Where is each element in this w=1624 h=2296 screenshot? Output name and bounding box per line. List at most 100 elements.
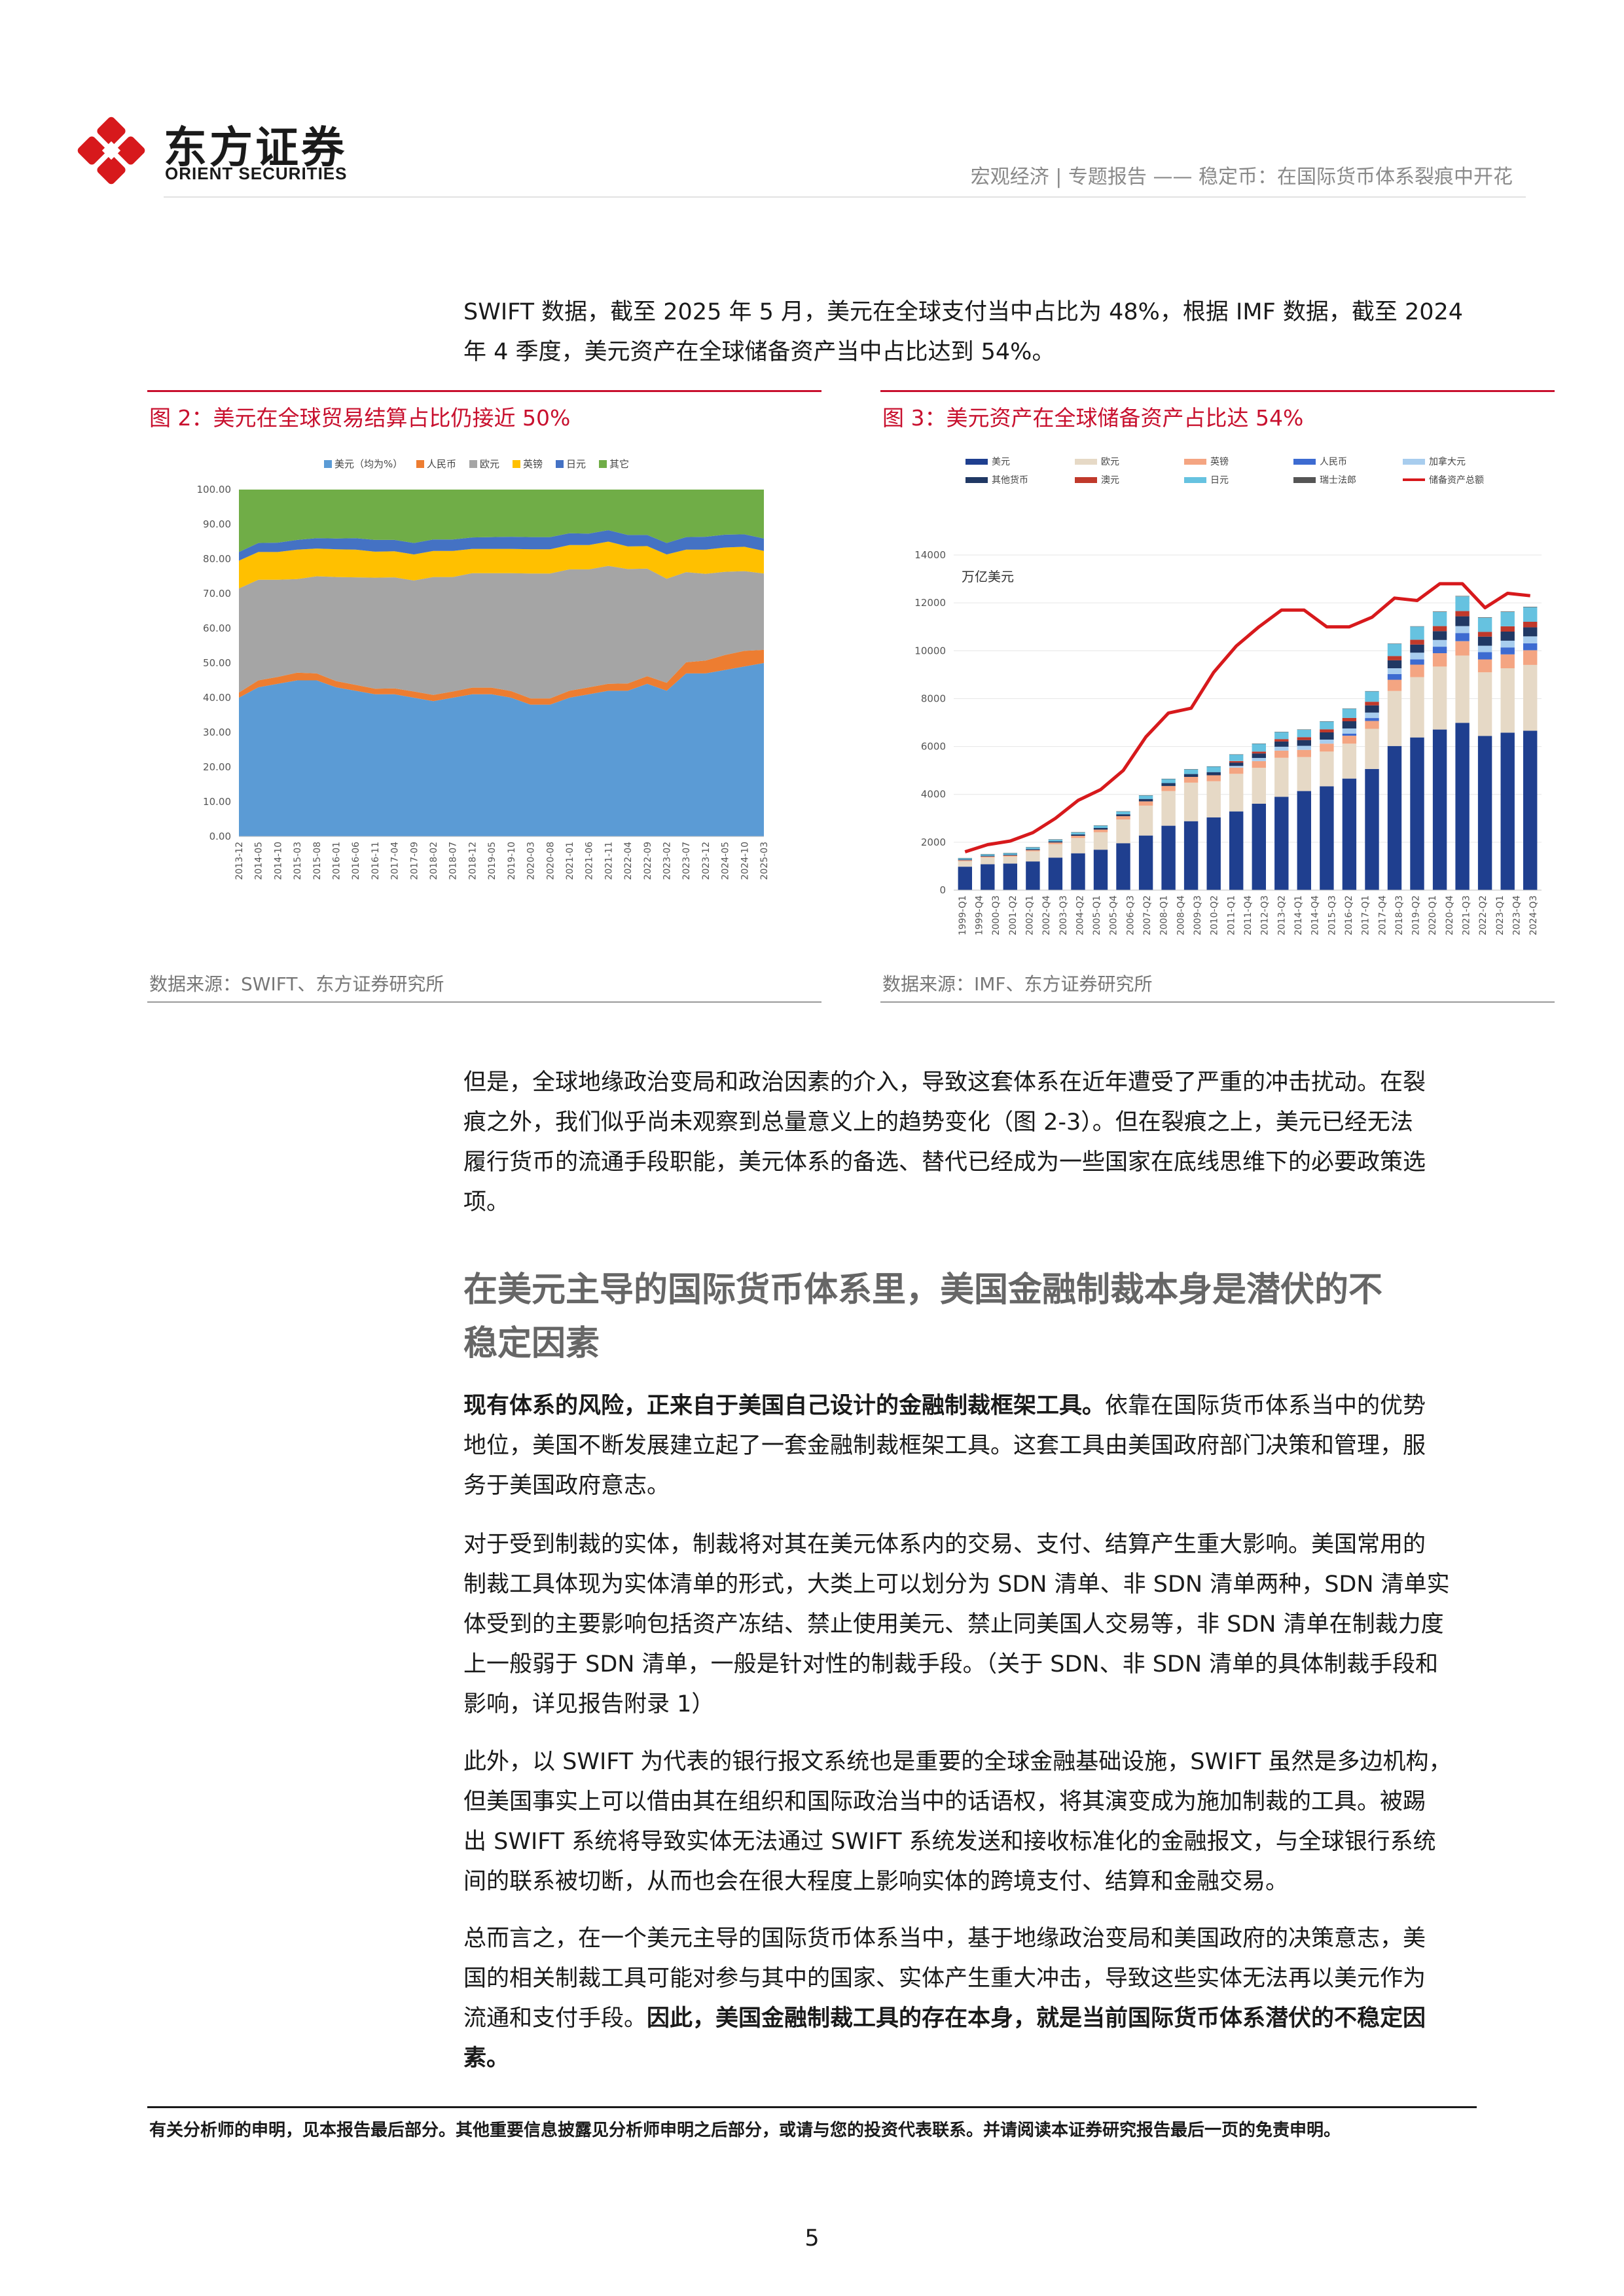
bar-2016-7 [1342,708,1357,718]
bar-2014-7 [1297,729,1311,738]
y-tick-label-2: 20.00 [203,761,231,773]
bar-2015-1 [1320,751,1334,787]
bar-2017-0 [1365,768,1379,890]
bar-2018-5 [1387,660,1402,668]
p6-line-2: 国的相关制裁工具可能对参与其中的国家、实体产生重大冲击，导致这些实体无法再以美元… [463,1965,1426,1992]
legend-swatch-4 [1403,459,1425,465]
bar-2015-5 [1320,732,1334,740]
bar-2018-6 [1387,656,1402,660]
area-series-1 [239,649,764,705]
legend-swatch-3 [513,460,520,468]
bar-2003-2 [1048,842,1063,844]
bar-2016-1 [1342,744,1357,779]
y-tick-label-3: 30.00 [203,726,231,738]
x-tick-label-0: 2013-12 [234,842,245,880]
bar-2009-1 [1183,782,1199,821]
paragraph-sanction-tools: 现有体系的风险，正来自于美国自己设计的金融制裁框架工具。依靠在国际货币体系当中的… [463,1386,1511,1506]
x-tick-label-10: 2006-Q3 [1125,895,1136,935]
x-tick-label-16: 2020-08 [545,842,556,880]
bar-2023-7 [1500,612,1515,626]
bar-2024-7 [1523,607,1538,622]
bar-2022-8 [1477,617,1492,618]
bar-2020-2 [1432,653,1447,667]
bar-2013-0 [1274,797,1289,890]
figure-3-source: 数据来源：IMF、东方证券研究所 [882,973,1153,995]
y-tick-label-5: 10000 [914,645,946,656]
bar-2020-0 [1432,729,1447,890]
bar-2008-1 [1161,791,1176,826]
bar-2012-2 [1252,761,1266,768]
bar-2021-8 [1455,596,1470,597]
bar-2010-7 [1206,766,1221,772]
bar-2022-5 [1477,636,1492,646]
bar-2021-4 [1455,626,1470,634]
x-tick-label-24: 2023-12 [701,842,712,880]
x-tick-label-5: 2016-01 [332,842,342,880]
y-tick-label-1: 2000 [921,836,946,848]
bar-2018-1 [1387,691,1402,746]
bar-2020-6 [1432,626,1447,632]
bar-2019-7 [1410,626,1424,640]
x-tick-label-17: 2011-Q4 [1243,895,1254,935]
bar-2001-7 [1003,853,1017,855]
p2-line-3: 履行货币的流通手段职能，美元体系的备选、替代已经成为一些国家在底线思维下的必要政… [463,1149,1426,1175]
report-breadcrumb: 宏观经济 | 专题报告 —— 稳定币：在国际货币体系裂痕中开花 [970,166,1513,188]
x-tick-label-2: 2000-Q3 [991,895,1001,935]
bar-2003-8 [1048,839,1063,840]
bar-2001-2 [1003,855,1017,857]
bar-2019-5 [1410,644,1424,653]
section-heading: 在美元主导的国际货币体系里，美国金融制裁本身是潜伏的不 稳定因素 [463,1263,1524,1371]
bar-2016-0 [1342,778,1357,890]
legend-label-5: 其他货币 [992,475,1028,486]
legend-swatch-0 [965,459,988,465]
bar-2012-0 [1252,804,1266,890]
bar-2014-5 [1297,740,1311,746]
x-tick-label-24: 2017-Q1 [1361,895,1371,935]
bar-1999-1 [958,861,972,867]
bar-2019-2 [1410,664,1424,677]
p5-line-4: 间的联系被切断，从而也会在很大程度上影响实体的跨境支付、结算和金融交易。 [463,1869,1289,1895]
bar-2023-2 [1500,654,1515,668]
legend-swatch-5 [599,460,607,468]
bar-2015-7 [1320,721,1334,730]
bar-2017-7 [1365,691,1379,702]
bar-2015-2 [1320,744,1334,752]
bar-2006-2 [1116,816,1130,820]
page-header: 东方证券 ORIENT SECURITIES 宏观经济 | 专题报告 —— 稳定… [0,0,1624,209]
x-tick-label-8: 2005-Q1 [1092,895,1102,935]
paragraph-swift: 此外，以 SWIFT 为代表的银行报文系统也是重要的全球金融基础设施，SWIFT… [463,1742,1511,1902]
area-series-0 [239,663,764,836]
bar-2013-2 [1274,750,1289,758]
y-tick-label-4: 8000 [921,692,946,704]
y-tick-label-6: 60.00 [203,622,231,634]
intro-line-1: SWIFT 数据，截至 2025 年 5 月，美元在全球支付当中占比为 48%，… [463,299,1464,325]
bar-2024-0 [1523,730,1538,890]
bar-2009-5 [1183,774,1199,777]
bar-2013-5 [1274,741,1289,747]
bar-2011-5 [1229,762,1244,766]
bar-2017-5 [1365,705,1379,713]
bar-2018-8 [1387,643,1402,644]
bar-2017-3 [1365,718,1379,721]
bar-2023-3 [1500,647,1515,655]
bar-2009-0 [1183,821,1199,890]
bar-2007-7 [1138,795,1153,799]
x-tick-label-20: 2014-Q1 [1293,895,1304,935]
legend-label-5: 其它 [609,458,629,470]
area-series-4 [239,530,764,561]
x-tick-label-3: 2001-Q2 [1008,895,1019,935]
x-tick-label-11: 2007-Q2 [1142,895,1153,935]
x-tick-label-18: 2021-06 [585,842,595,880]
area-series-3 [239,541,764,589]
bar-2002-0 [1026,861,1040,890]
p2-line-2: 痕之外，我们似乎尚未观察到总量意义上的趋势变化（图 2-3）。但在裂痕之上，美元… [463,1109,1413,1136]
bar-2017-8 [1365,691,1379,692]
x-tick-label-14: 2009-Q3 [1193,895,1203,935]
bar-2006-5 [1116,814,1130,816]
logo-english-name: ORIENT SECURITIES [165,164,348,183]
bar-2002-7 [1026,847,1040,850]
x-tick-label-18: 2012-Q3 [1260,895,1271,935]
bar-2017-2 [1365,721,1379,729]
bar-2024-4 [1523,636,1538,643]
x-tick-label-26: 2024-10 [740,842,750,880]
